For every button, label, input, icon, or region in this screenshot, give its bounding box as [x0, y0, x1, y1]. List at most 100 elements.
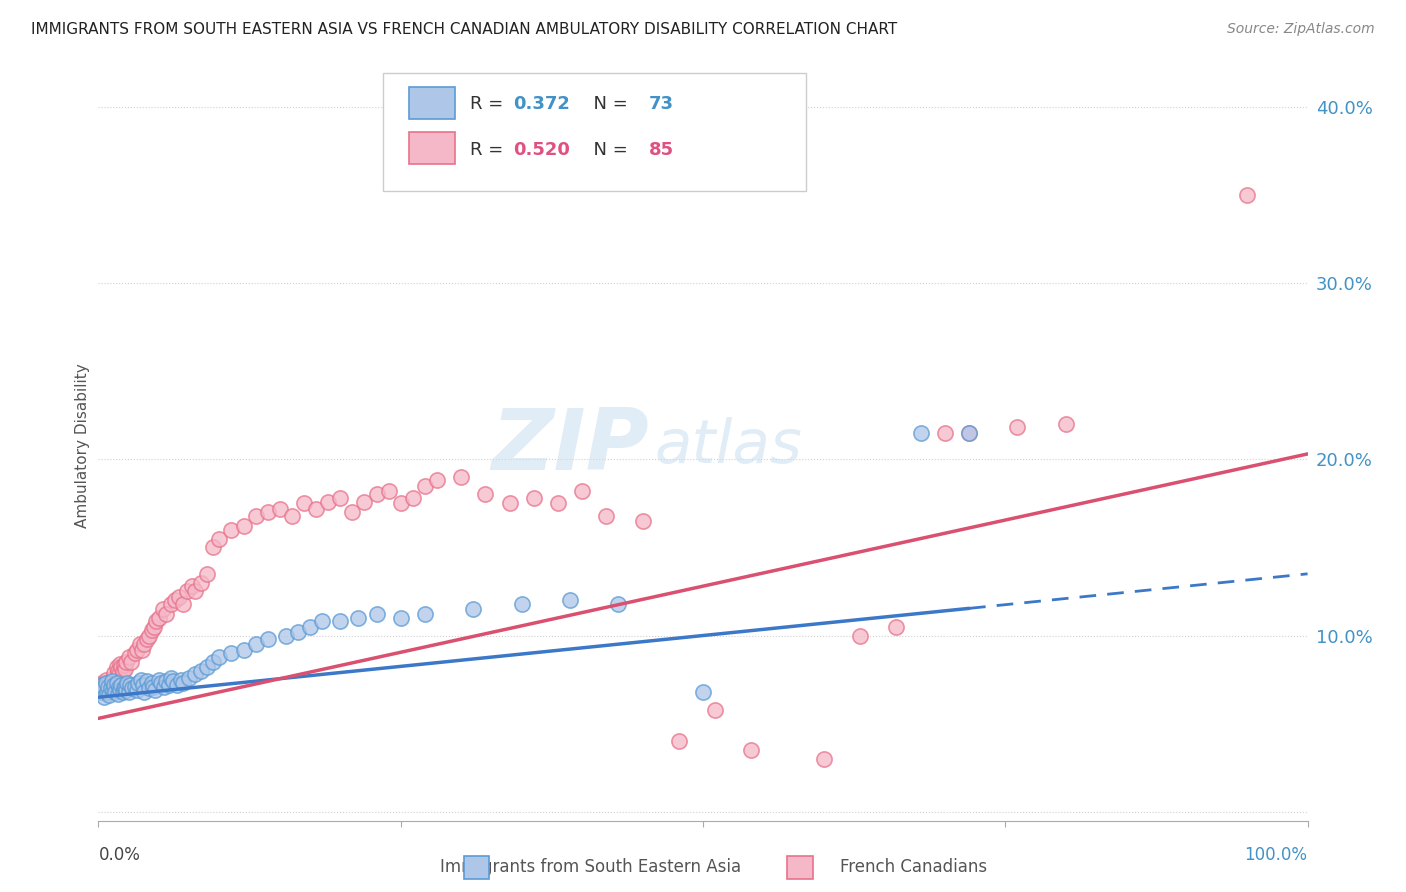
Point — [103, 678, 125, 692]
Point — [101, 671, 124, 685]
FancyBboxPatch shape — [409, 132, 456, 163]
Point — [152, 680, 174, 694]
Point — [112, 658, 135, 673]
Text: 85: 85 — [648, 141, 673, 159]
Point — [169, 590, 191, 604]
Point — [245, 637, 267, 651]
Point — [104, 685, 127, 699]
Text: R =: R = — [470, 141, 509, 159]
Point — [118, 649, 141, 664]
Point — [155, 674, 177, 689]
Point — [202, 655, 225, 669]
Point — [105, 676, 128, 690]
Point — [115, 655, 138, 669]
Point — [558, 593, 581, 607]
Point — [426, 474, 449, 488]
Text: 100.0%: 100.0% — [1244, 846, 1308, 863]
Point — [668, 734, 690, 748]
Point — [103, 665, 125, 680]
Point — [112, 681, 135, 696]
Point — [143, 683, 166, 698]
Point — [97, 680, 120, 694]
Point — [813, 752, 835, 766]
Point — [523, 491, 546, 505]
Point — [107, 687, 129, 701]
Point — [329, 491, 352, 505]
Point — [347, 611, 370, 625]
Point — [184, 584, 207, 599]
Point — [160, 597, 183, 611]
Point — [91, 676, 114, 690]
Point — [150, 676, 173, 690]
Point — [474, 487, 496, 501]
Point — [97, 676, 120, 690]
Point — [160, 671, 183, 685]
Point — [135, 674, 157, 689]
Text: Immigrants from South Eastern Asia: Immigrants from South Eastern Asia — [440, 858, 741, 876]
Point — [176, 584, 198, 599]
Point — [287, 625, 309, 640]
Point — [111, 664, 134, 678]
Point — [94, 676, 117, 690]
Point — [131, 642, 153, 657]
Point — [142, 680, 165, 694]
Point — [169, 673, 191, 687]
Point — [221, 523, 243, 537]
Point — [100, 674, 122, 689]
Point — [141, 676, 163, 690]
Text: IMMIGRANTS FROM SOUTH EASTERN ASIA VS FRENCH CANADIAN AMBULATORY DISABILITY CORR: IMMIGRANTS FROM SOUTH EASTERN ASIA VS FR… — [31, 22, 897, 37]
Point — [934, 425, 956, 440]
Point — [353, 494, 375, 508]
Point — [886, 620, 908, 634]
Point — [179, 671, 201, 685]
Point — [124, 680, 146, 694]
Point — [377, 483, 399, 498]
Text: N =: N = — [582, 95, 634, 112]
Point — [108, 683, 131, 698]
Point — [342, 505, 364, 519]
Point — [108, 680, 131, 694]
Point — [463, 602, 485, 616]
Point — [145, 615, 167, 629]
Point — [281, 508, 304, 523]
Point — [402, 491, 425, 505]
Point — [110, 678, 132, 692]
Point — [152, 602, 174, 616]
Point — [389, 496, 412, 510]
Point — [114, 662, 136, 676]
Text: atlas: atlas — [655, 417, 803, 475]
Point — [305, 501, 328, 516]
Point — [127, 683, 149, 698]
Point — [849, 628, 872, 642]
Point — [232, 642, 254, 657]
Point — [114, 680, 136, 694]
Point — [135, 632, 157, 646]
Point — [195, 660, 218, 674]
Point — [94, 673, 117, 687]
Point — [221, 646, 243, 660]
Point — [132, 678, 155, 692]
Point — [595, 508, 617, 523]
Point — [91, 685, 114, 699]
Point — [143, 620, 166, 634]
Point — [413, 607, 436, 622]
Point — [93, 690, 115, 705]
Point — [450, 470, 472, 484]
Point — [118, 685, 141, 699]
FancyBboxPatch shape — [409, 87, 456, 119]
Point — [1007, 420, 1029, 434]
Point — [157, 678, 180, 692]
Point — [129, 673, 152, 687]
Point — [124, 646, 146, 660]
Point — [93, 678, 115, 692]
Point — [105, 660, 128, 674]
Text: N =: N = — [582, 141, 634, 159]
Point — [148, 611, 170, 625]
Point — [128, 637, 150, 651]
Point — [256, 632, 278, 646]
Point — [155, 607, 177, 622]
Point — [134, 637, 156, 651]
Point — [292, 496, 315, 510]
Point — [107, 664, 129, 678]
Text: ZIP: ZIP — [491, 404, 648, 488]
